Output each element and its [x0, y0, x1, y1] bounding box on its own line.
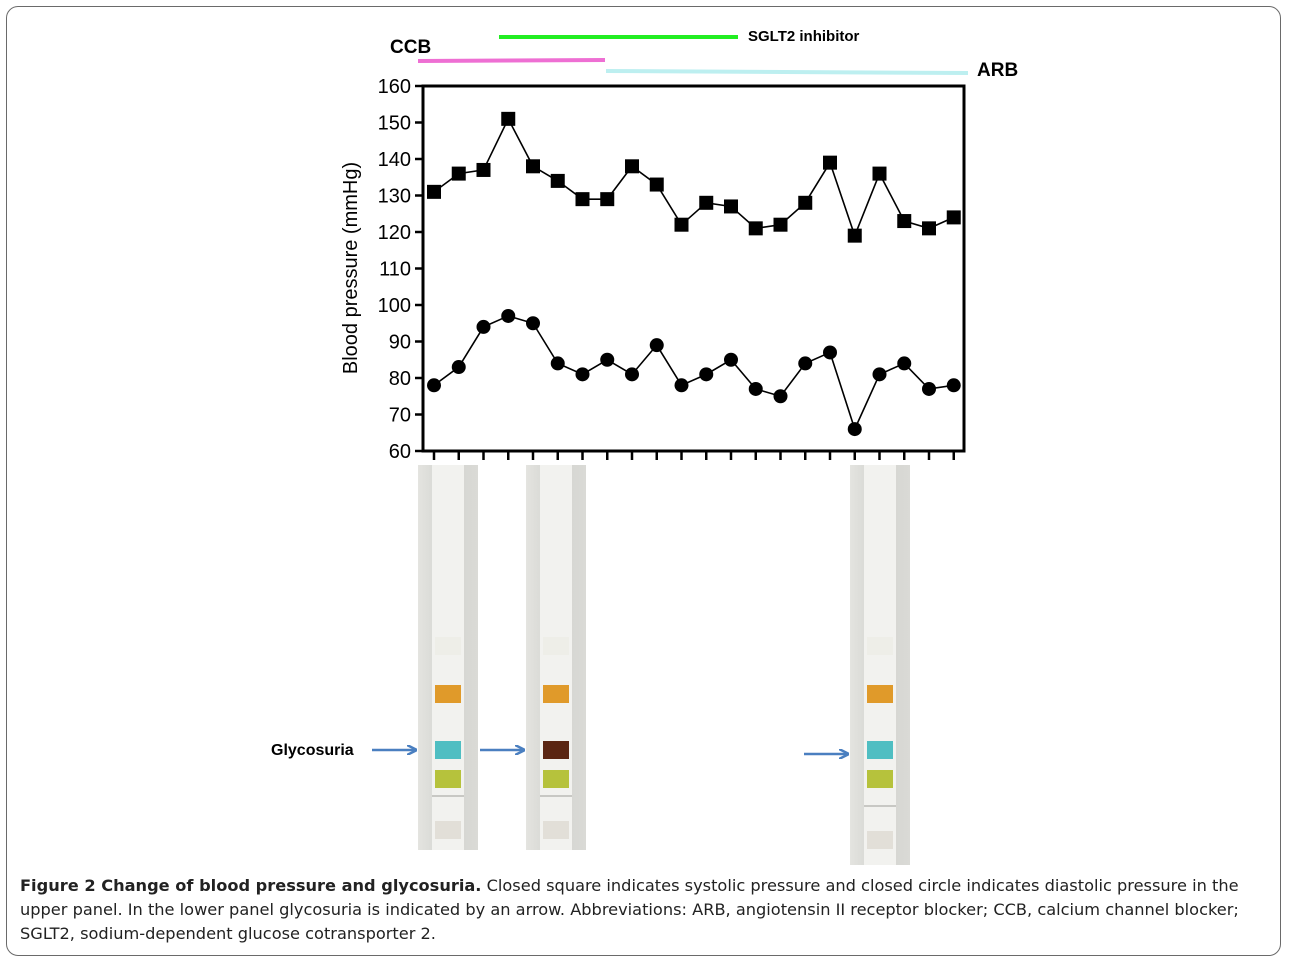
systolic-point	[600, 192, 615, 207]
diastolic-point	[575, 367, 590, 382]
diastolic-point	[600, 352, 615, 367]
diastolic-point	[773, 389, 788, 404]
test-strip-3	[850, 465, 910, 865]
diastolic-point	[748, 381, 763, 396]
arb-bar	[605, 69, 969, 75]
systolic-point	[526, 159, 540, 174]
strip-1-pad-orange	[435, 685, 461, 703]
strip-3-pad-yellowgreen	[867, 770, 893, 788]
strip-2-pad-yellowgreen	[543, 770, 569, 788]
treatment-bars: SGLT2 inhibitor CCB ARB	[390, 28, 1018, 81]
systolic-point	[699, 195, 714, 210]
diastolic-point	[897, 356, 912, 371]
systolic-point	[897, 214, 912, 229]
y-tick-label: 140	[378, 149, 411, 171]
diastolic-point	[946, 378, 961, 393]
diastolic-point	[798, 356, 813, 371]
y-tick-label: 80	[389, 368, 411, 390]
diastolic-point	[872, 367, 887, 382]
systolic-point	[649, 177, 664, 192]
systolic-point	[847, 228, 862, 243]
strip-3-pad-glucose	[867, 741, 893, 759]
y-axis-label: Blood pressure (mmHg)	[340, 162, 362, 374]
diastolic-point	[501, 308, 516, 323]
systolic-point	[798, 195, 813, 210]
strip-3-pad-orange	[867, 685, 893, 703]
figure-caption: Figure 2 Change of blood pressure and gl…	[20, 874, 1270, 946]
y-tick-label: 70	[389, 405, 411, 427]
diastolic-point	[847, 422, 862, 437]
series-systolic	[427, 111, 961, 243]
series-line	[433, 117, 955, 238]
strip-1-pad-bottom	[435, 821, 461, 839]
glycosuria-label: Glycosuria	[271, 742, 354, 759]
diastolic-point	[451, 360, 466, 375]
strip-1-pad-blank	[435, 637, 461, 655]
y-tick-label: 60	[389, 441, 411, 463]
systolic-point	[501, 111, 516, 126]
strip-1-pad-glucose	[435, 741, 461, 759]
systolic-point	[427, 184, 441, 199]
diastolic-point	[699, 367, 714, 382]
systolic-point	[773, 217, 788, 232]
strip-3-pad-bottom	[867, 831, 893, 849]
test-strip-1	[418, 465, 478, 850]
strip-2-pad-glucose	[543, 741, 569, 759]
y-tick-label: 90	[389, 332, 411, 354]
y-tick-label: 150	[378, 113, 411, 135]
y-tick-label: 130	[378, 186, 411, 208]
diastolic-point	[427, 378, 441, 393]
caption-title: Figure 2 Change of blood pressure and gl…	[20, 876, 482, 895]
glycosuria-arrows: Glycosuria	[271, 742, 1289, 759]
test-strip-2	[526, 465, 586, 850]
y-tick-label: 160	[378, 76, 411, 98]
systolic-point	[748, 221, 763, 236]
y-tick-label: 120	[378, 222, 411, 244]
systolic-point	[872, 166, 887, 181]
blood-pressure-chart: SGLT2 inhibitor CCB ARB 60 70 80 90 100 110 12…	[340, 28, 1018, 463]
systolic-point	[823, 155, 837, 170]
systolic-point	[550, 173, 565, 188]
sglt2-label: SGLT2 inhibitor	[748, 28, 860, 45]
diastolic-point	[526, 316, 540, 331]
diastolic-point	[625, 367, 639, 382]
ccb-bar	[417, 58, 606, 63]
strip-2-pad-bottom	[543, 821, 569, 839]
systolic-point	[724, 199, 738, 214]
figure-frame	[6, 6, 1281, 956]
caption-text: Closed square indicates systolic pressur…	[20, 876, 1239, 943]
systolic-point	[451, 166, 466, 181]
diastolic-point	[724, 352, 738, 367]
systolic-point	[575, 192, 590, 207]
strip-2-pad-orange	[543, 685, 569, 703]
series-diastolic	[427, 308, 961, 437]
systolic-point	[625, 159, 639, 174]
systolic-point	[922, 221, 936, 236]
strip-3-pad-blank	[867, 637, 893, 655]
y-tick-label: 100	[378, 295, 411, 317]
y-tick-label: 110	[379, 259, 411, 281]
diastolic-point	[649, 338, 664, 353]
systolic-point	[674, 217, 689, 232]
diastolic-point	[922, 381, 936, 396]
diastolic-point	[823, 345, 837, 360]
y-ticks: 60 70 80 90 100 110 120 130 140 150 160	[378, 76, 423, 463]
arb-label: ARB	[977, 60, 1018, 81]
systolic-point	[476, 162, 491, 177]
diastolic-point	[674, 378, 689, 393]
systolic-point	[946, 210, 961, 225]
diastolic-point	[476, 319, 491, 334]
x-ticks	[432, 451, 955, 460]
strip-2-pad-blank	[543, 637, 569, 655]
ccb-label: CCB	[390, 37, 431, 58]
strip-1-pad-yellowgreen	[435, 770, 461, 788]
series-line	[433, 315, 954, 432]
diastolic-point	[550, 356, 565, 371]
